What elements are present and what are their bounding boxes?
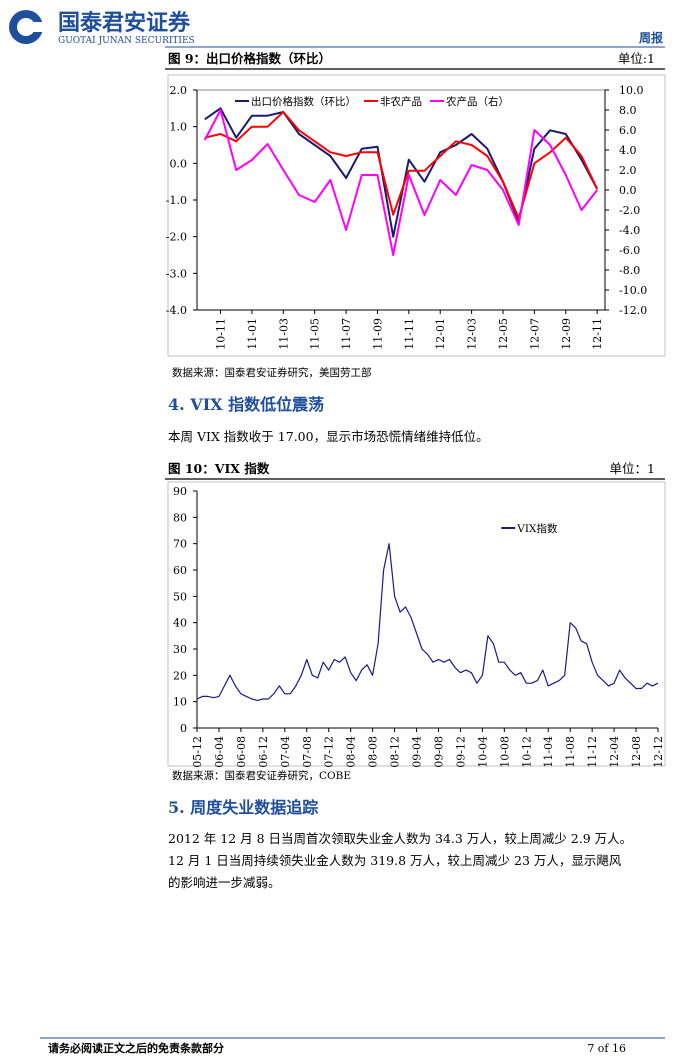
- logo-en: GUOTAI JUNAN SECURITIES: [58, 36, 195, 46]
- x-tick-label: 11-03: [277, 318, 290, 350]
- y2-tick-label: -2.0: [619, 204, 640, 217]
- paragraph: 2012 年 12 月 8 日当周首次领取失业金人数为 34.3 万人，较上周减…: [168, 831, 632, 846]
- y2-tick-label: 2.0: [619, 164, 637, 177]
- series-line: [196, 543, 659, 701]
- paragraph: 的影响进一步减弱。: [168, 875, 281, 890]
- x-tick-label: 12-09: [560, 318, 573, 350]
- logo-emblem: [26, 22, 43, 32]
- x-tick-label: 12-03: [466, 318, 479, 350]
- x-tick-label: 10-11: [215, 318, 228, 350]
- x-tick-label: 07-04: [279, 736, 292, 768]
- y2-tick-label: -8.0: [619, 264, 640, 277]
- y2-tick-label: -4.0: [619, 224, 640, 237]
- x-tick-label: 12-12: [652, 736, 665, 768]
- y2-tick-label: -6.0: [619, 244, 640, 257]
- legend-label: 农产品（右）: [446, 95, 509, 108]
- disclaimer: 请务必阅读正文之后的免责条款部分: [48, 1041, 224, 1055]
- y2-tick-label: 8.0: [619, 104, 637, 117]
- x-tick-label: 08-12: [389, 736, 402, 768]
- x-tick-label: 11-11: [403, 318, 416, 350]
- x-tick-label: 11-09: [371, 318, 384, 350]
- x-tick-label: 12-11: [591, 318, 604, 350]
- paragraph: 12 月 1 日当周持续领失业金人数为 319.8 万人，较上周减少 23 万人…: [168, 853, 622, 868]
- figure-title: 图 9：出口价格指数（环比）: [168, 51, 331, 66]
- y-tick-label: -4.0: [166, 304, 187, 317]
- paragraph: 本周 VIX 指数收于 17.00，显示市场恐慌情绪维持低位。: [168, 429, 489, 444]
- y-tick-label: 50: [173, 590, 187, 603]
- y-tick-label: 20: [173, 669, 187, 682]
- x-tick-label: 06-08: [235, 736, 248, 768]
- x-tick-label: 07-12: [323, 736, 336, 768]
- legend-label: 出口价格指数（环比）: [251, 95, 356, 108]
- x-tick-label: 11-07: [340, 318, 353, 350]
- x-tick-label: 06-12: [257, 736, 270, 768]
- figure-source: 数据来源：国泰君安证券研究，美国劳工部: [172, 366, 372, 379]
- x-tick-label: 08-04: [345, 736, 358, 768]
- y-tick-label: 60: [173, 564, 187, 577]
- y2-tick-label: 4.0: [619, 144, 637, 157]
- x-tick-label: 09-04: [411, 736, 424, 768]
- x-tick-label: 09-08: [432, 736, 445, 768]
- y-tick-label: -2.0: [166, 231, 187, 244]
- y2-tick-label: -12.0: [619, 304, 647, 317]
- y-tick-label: 80: [173, 511, 187, 524]
- y-tick-label: 10: [173, 696, 187, 709]
- chart-frame: [167, 74, 666, 357]
- page-number: 7 of 16: [587, 1042, 626, 1055]
- section-title: 4. VIX 指数低位震荡: [168, 395, 324, 414]
- y2-tick-label: 6.0: [619, 124, 637, 137]
- x-tick-label: 12-05: [497, 318, 510, 350]
- y-tick-label: 2.0: [170, 84, 188, 97]
- chart-frame: [167, 481, 666, 767]
- y-tick-label: 0.0: [170, 157, 188, 170]
- x-tick-label: 10-04: [476, 736, 489, 768]
- figure-unit: 单位：1: [610, 461, 655, 476]
- figure-unit: 单位:1: [618, 51, 655, 66]
- y2-tick-label: 10.0: [619, 84, 644, 97]
- x-tick-label: 11-05: [309, 318, 322, 350]
- x-tick-label: 07-08: [301, 736, 314, 768]
- y-tick-label: 1.0: [170, 121, 188, 134]
- logo-text: 国泰君安证券: [58, 10, 191, 36]
- legend-label: VIX指数: [516, 522, 558, 535]
- y2-tick-label: 0.0: [619, 184, 637, 197]
- x-tick-label: 05-12: [191, 736, 204, 768]
- x-tick-label: 11-08: [564, 736, 577, 768]
- x-tick-label: 10-12: [520, 736, 533, 768]
- x-tick-label: 11-04: [542, 736, 555, 768]
- x-tick-label: 12-07: [528, 318, 541, 350]
- x-tick-label: 06-04: [213, 736, 226, 768]
- x-tick-label: 12-01: [434, 318, 447, 350]
- x-tick-label: 12-04: [608, 736, 621, 768]
- y-tick-label: -1.0: [166, 194, 187, 207]
- report-type: 周报: [639, 30, 663, 45]
- figure-title: 图 10：VIX 指数: [168, 461, 270, 476]
- y-tick-label: 40: [173, 617, 187, 630]
- y-tick-label: 90: [173, 485, 187, 498]
- figure-source: 数据来源：国泰君安证券研究，COBE: [172, 769, 351, 782]
- y2-tick-label: -10.0: [619, 284, 647, 297]
- y-tick-label: 30: [173, 643, 187, 656]
- x-tick-label: 10-08: [498, 736, 511, 768]
- y-tick-label: -3.0: [166, 267, 187, 280]
- x-tick-label: 11-01: [246, 318, 259, 350]
- series-line: [204, 107, 599, 238]
- x-tick-label: 09-12: [454, 736, 467, 768]
- x-tick-label: 08-08: [367, 736, 380, 768]
- x-tick-label: 12-08: [630, 736, 643, 768]
- y-tick-label: 0: [180, 722, 187, 735]
- x-tick-label: 11-12: [586, 736, 599, 768]
- section-title: 5. 周度失业数据追踪: [168, 798, 318, 817]
- series-line: [203, 109, 598, 256]
- series-line: [204, 111, 599, 220]
- plot-area: [197, 491, 658, 728]
- legend-label: 非农产品: [380, 95, 422, 108]
- y-tick-label: 70: [173, 538, 187, 551]
